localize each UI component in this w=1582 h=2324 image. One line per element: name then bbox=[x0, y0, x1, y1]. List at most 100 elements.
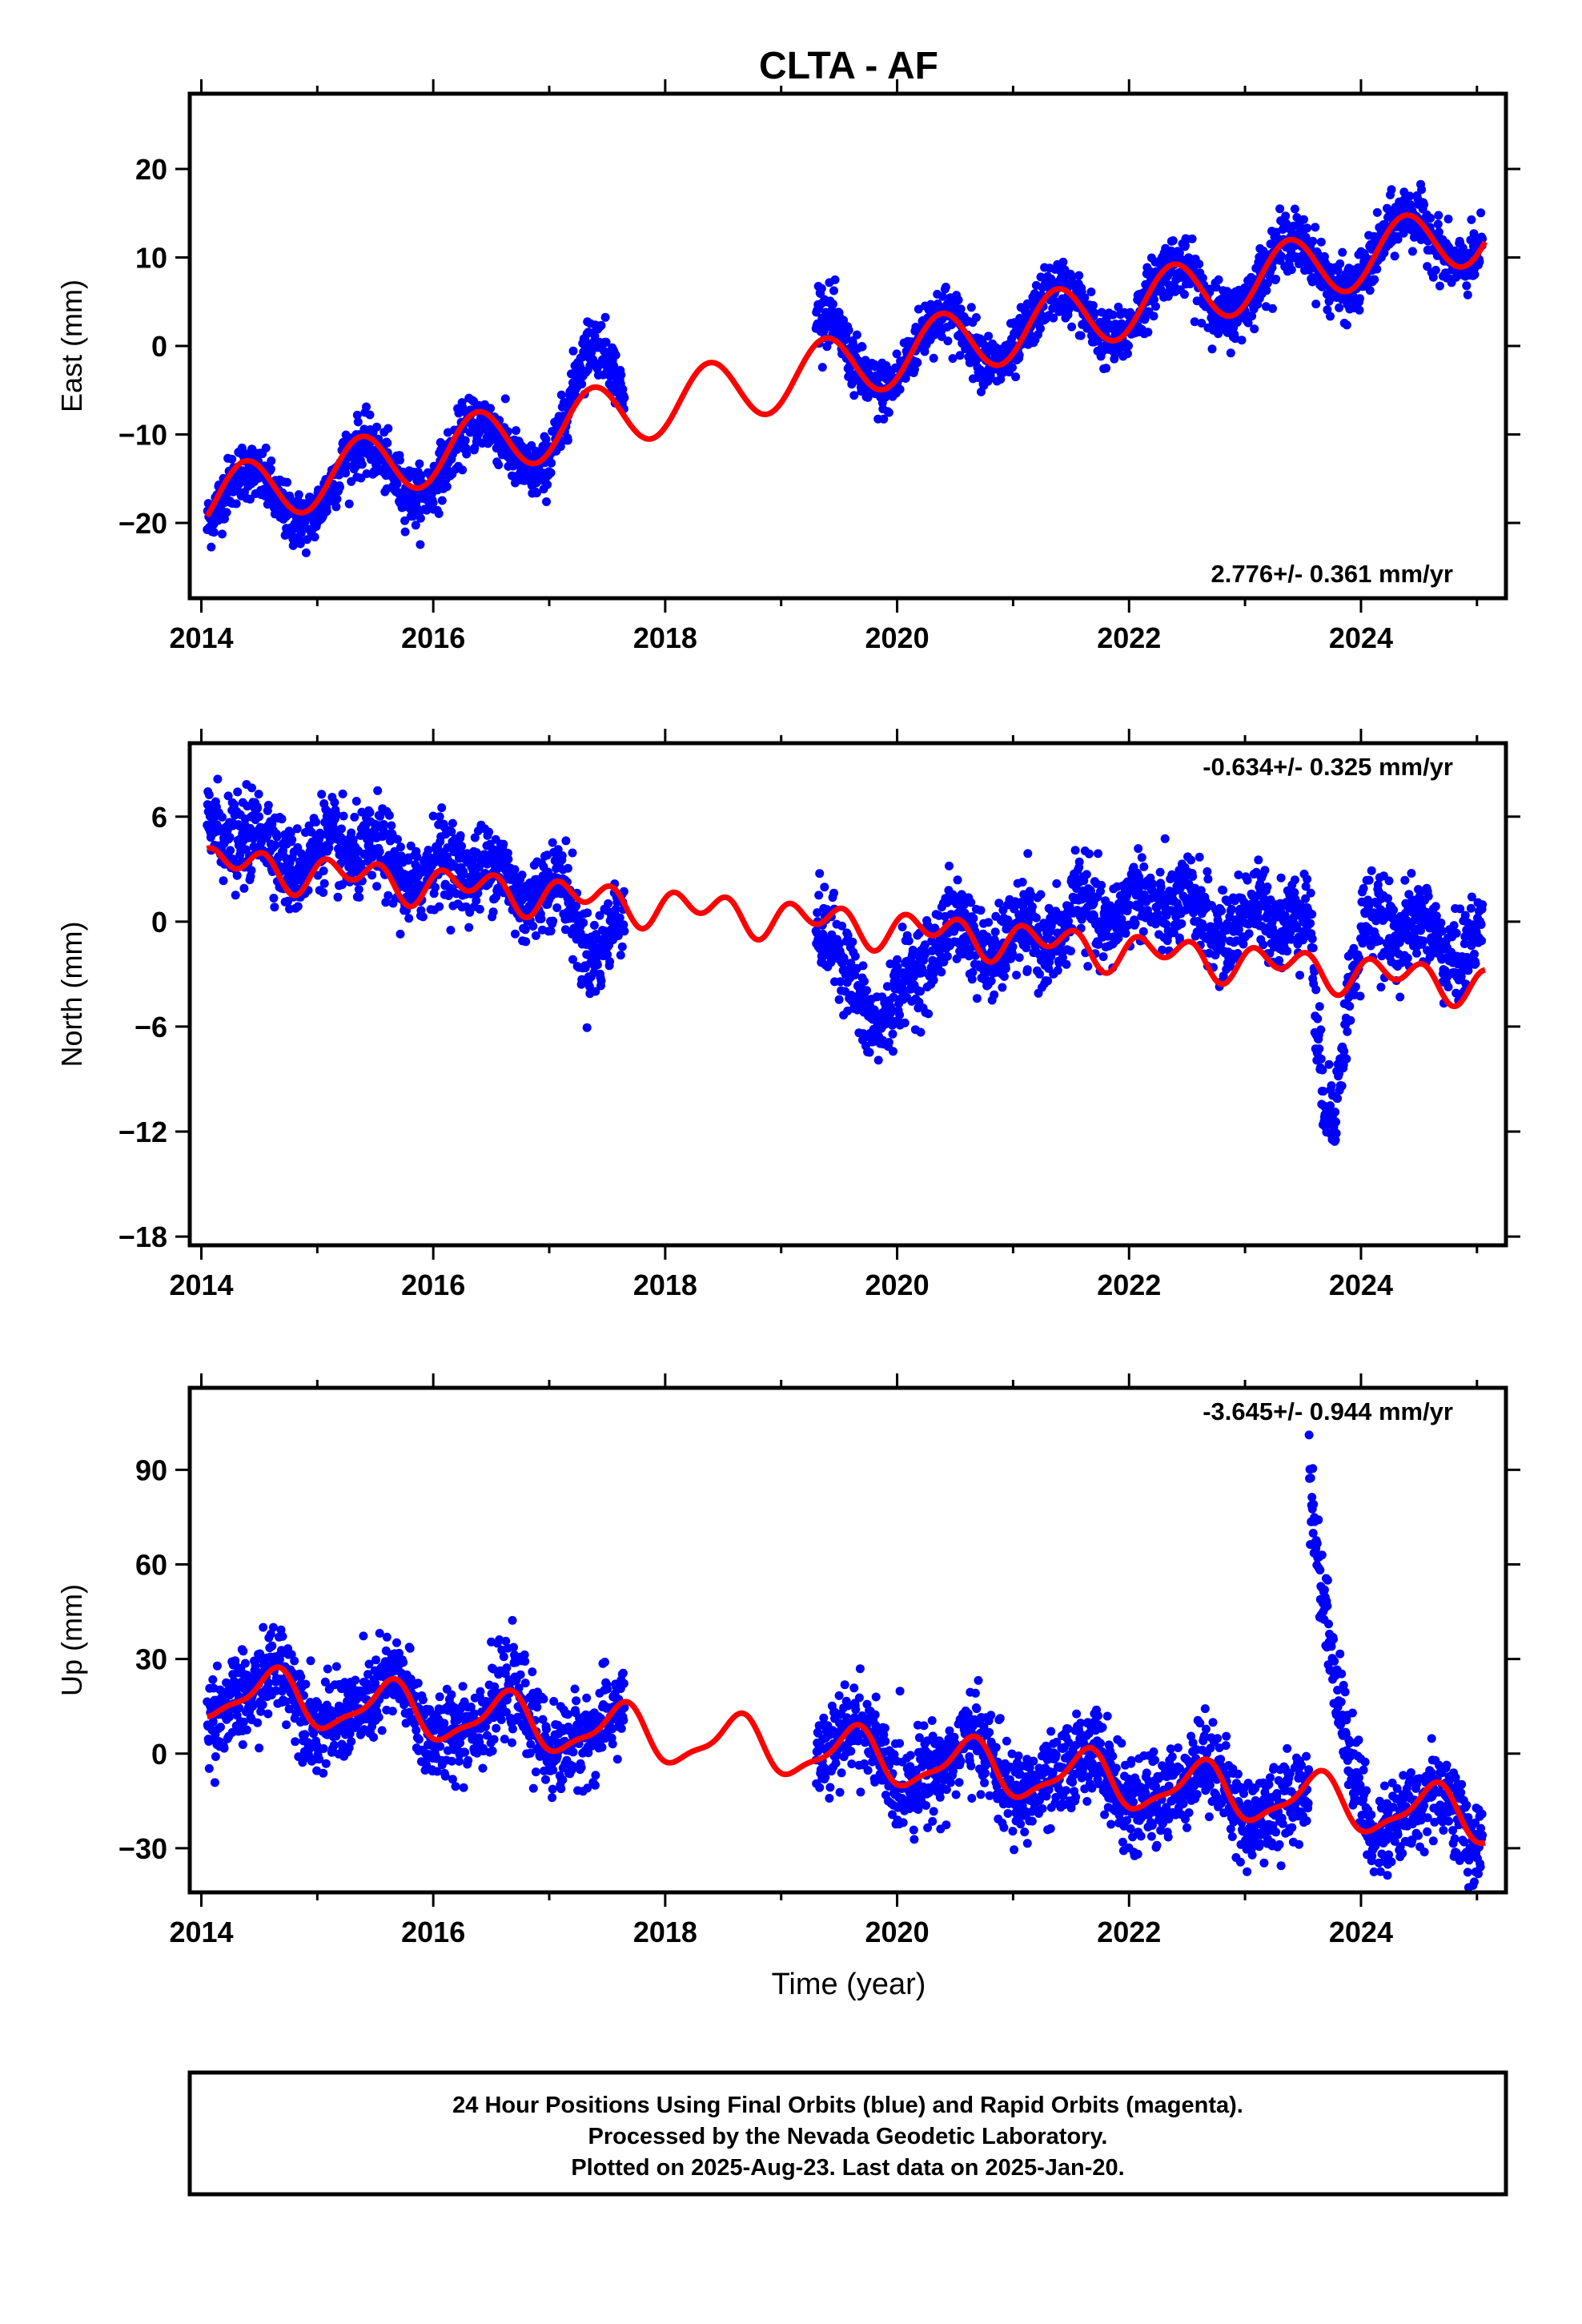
observation-point bbox=[408, 512, 418, 521]
observation-point bbox=[942, 951, 952, 961]
observation-point bbox=[322, 506, 331, 516]
observation-point bbox=[563, 436, 572, 445]
observation-point bbox=[990, 990, 999, 999]
observation-point bbox=[967, 975, 977, 984]
observation-point bbox=[1102, 364, 1111, 373]
observation-point bbox=[815, 869, 825, 879]
observation-point bbox=[218, 529, 227, 539]
observation-point bbox=[986, 976, 996, 986]
observation-point bbox=[1094, 849, 1102, 858]
observation-point bbox=[1076, 331, 1086, 340]
observation-point bbox=[1224, 288, 1234, 298]
observation-point bbox=[1434, 227, 1443, 237]
observation-point bbox=[1008, 363, 1017, 372]
east-rate-label: 2.776+/- 0.361 mm/yr bbox=[1211, 560, 1453, 588]
observation-point bbox=[447, 827, 456, 837]
observation-point bbox=[357, 460, 367, 469]
observation-point bbox=[1012, 971, 1022, 980]
observation-point bbox=[310, 533, 319, 542]
observation-point bbox=[437, 803, 447, 813]
observation-point bbox=[1188, 872, 1198, 881]
observation-point bbox=[330, 798, 339, 807]
observation-point bbox=[1372, 207, 1382, 217]
observation-point bbox=[976, 906, 986, 915]
observation-point bbox=[521, 937, 531, 947]
observation-point bbox=[1008, 942, 1018, 951]
observation-point bbox=[966, 898, 976, 907]
observation-point bbox=[1478, 234, 1488, 243]
observation-point bbox=[849, 391, 859, 400]
observation-point bbox=[618, 384, 628, 394]
observation-point bbox=[1110, 354, 1119, 364]
observation-point bbox=[350, 812, 359, 822]
observation-point bbox=[1211, 283, 1221, 292]
observation-point bbox=[267, 456, 276, 465]
observation-point bbox=[895, 1010, 905, 1019]
observation-point bbox=[837, 921, 847, 931]
observation-point bbox=[1195, 852, 1204, 862]
observation-point bbox=[560, 925, 570, 935]
observation-point bbox=[354, 885, 363, 895]
observation-point bbox=[393, 834, 402, 844]
observation-point bbox=[568, 346, 578, 356]
observation-point bbox=[1319, 251, 1329, 261]
observation-point bbox=[1203, 875, 1213, 884]
observation-point bbox=[956, 304, 966, 314]
observation-point bbox=[488, 907, 498, 917]
observation-point bbox=[547, 458, 556, 468]
observation-point bbox=[396, 851, 406, 861]
observation-point bbox=[1254, 913, 1263, 923]
observation-point bbox=[263, 801, 273, 810]
observation-point bbox=[499, 839, 508, 849]
observation-point bbox=[390, 846, 400, 856]
observation-point bbox=[324, 843, 334, 853]
observation-point bbox=[347, 828, 356, 838]
observation-point bbox=[955, 351, 965, 360]
observation-point bbox=[448, 818, 457, 828]
observation-point bbox=[879, 414, 889, 424]
observation-point bbox=[353, 417, 363, 427]
observation-point bbox=[1114, 934, 1123, 943]
observation-point bbox=[384, 810, 394, 820]
observation-point bbox=[969, 914, 978, 923]
observation-point bbox=[381, 898, 391, 907]
observation-point bbox=[1035, 969, 1044, 979]
observation-point bbox=[844, 325, 853, 335]
observation-point bbox=[1084, 849, 1094, 858]
observation-point bbox=[1149, 312, 1158, 321]
observation-point bbox=[383, 891, 393, 900]
observation-point bbox=[311, 818, 321, 827]
observation-point bbox=[1088, 301, 1098, 310]
observation-point bbox=[1233, 949, 1243, 958]
observation-point bbox=[937, 967, 946, 977]
observation-point bbox=[416, 540, 425, 549]
observation-point bbox=[556, 390, 566, 400]
observation-point bbox=[1250, 324, 1259, 334]
observation-point bbox=[1156, 883, 1166, 892]
observation-point bbox=[909, 364, 919, 374]
observation-point bbox=[531, 931, 540, 940]
observation-point bbox=[982, 932, 992, 942]
observation-point bbox=[1011, 372, 1021, 382]
observation-point bbox=[568, 955, 577, 964]
observation-point bbox=[319, 866, 328, 875]
observation-point bbox=[959, 900, 969, 910]
observation-point bbox=[231, 891, 240, 900]
observation-point bbox=[834, 995, 844, 1004]
observation-point bbox=[1226, 348, 1235, 358]
observation-point bbox=[372, 882, 382, 891]
observation-point bbox=[941, 283, 950, 292]
observation-point bbox=[1301, 882, 1311, 891]
observation-point bbox=[1338, 247, 1347, 257]
observation-point bbox=[1214, 275, 1223, 284]
observation-point bbox=[953, 875, 962, 885]
observation-point bbox=[1323, 305, 1332, 315]
observation-point bbox=[204, 790, 214, 799]
observation-point bbox=[1315, 1002, 1324, 1011]
observation-point bbox=[1254, 855, 1263, 865]
observation-point bbox=[1043, 976, 1053, 986]
observation-point bbox=[339, 811, 348, 821]
y-tick-label: −20 bbox=[118, 507, 167, 540]
observation-point bbox=[1306, 888, 1315, 898]
observation-point bbox=[1372, 264, 1382, 274]
